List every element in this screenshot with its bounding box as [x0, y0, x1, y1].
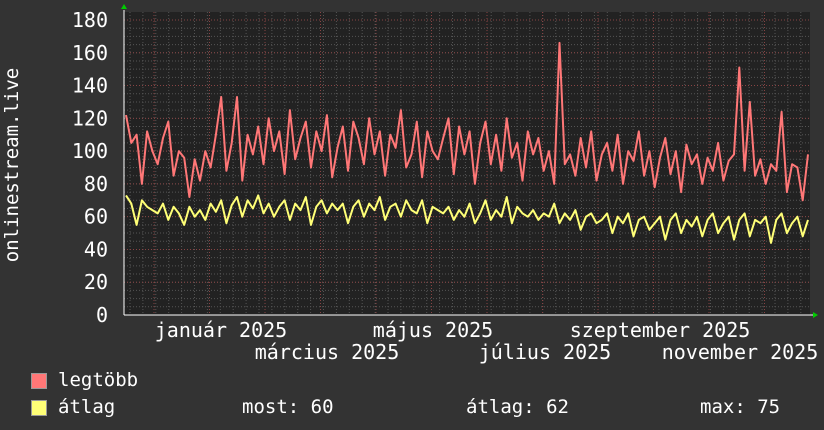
y-axis-title: onlinestream.live [1, 67, 23, 263]
x-tick-label: július 2025 [479, 340, 611, 364]
y-tick-label: 20 [84, 270, 108, 294]
legend-label-max: legtöbb [58, 369, 139, 391]
legend-now-value: most: 60 [242, 396, 334, 418]
series-line-avg [125, 194, 809, 244]
x-axis-arrow-icon [813, 312, 818, 318]
y-tick-label: 140 [72, 74, 108, 98]
legend-label-avg: átlag [58, 396, 116, 418]
x-tick-label: szeptember 2025 [570, 318, 751, 342]
legend-max-value: max: 75 [700, 396, 781, 418]
y-tick-label: 120 [72, 106, 108, 130]
y-axis-arrow-icon [121, 4, 127, 9]
y-tick-label: 100 [72, 139, 108, 163]
legend-avg-value: átlag: 62 [466, 396, 569, 418]
plot-area [124, 12, 810, 315]
y-tick-label: 80 [84, 172, 108, 196]
y-tick-label: 0 [96, 303, 108, 327]
y-tick-label: 60 [84, 205, 108, 229]
legend-swatch-max [31, 373, 47, 389]
y-tick-label: 160 [72, 41, 108, 65]
series-line-max [125, 41, 809, 202]
x-tick-label: november 2025 [662, 340, 819, 364]
legend-swatch-avg [31, 400, 47, 416]
y-tick-label: 180 [72, 8, 108, 32]
y-tick-label: 40 [84, 237, 108, 261]
x-tick-label: január 2025 [155, 318, 287, 342]
x-tick-label: május 2025 [373, 318, 493, 342]
x-tick-label: március 2025 [255, 340, 400, 364]
